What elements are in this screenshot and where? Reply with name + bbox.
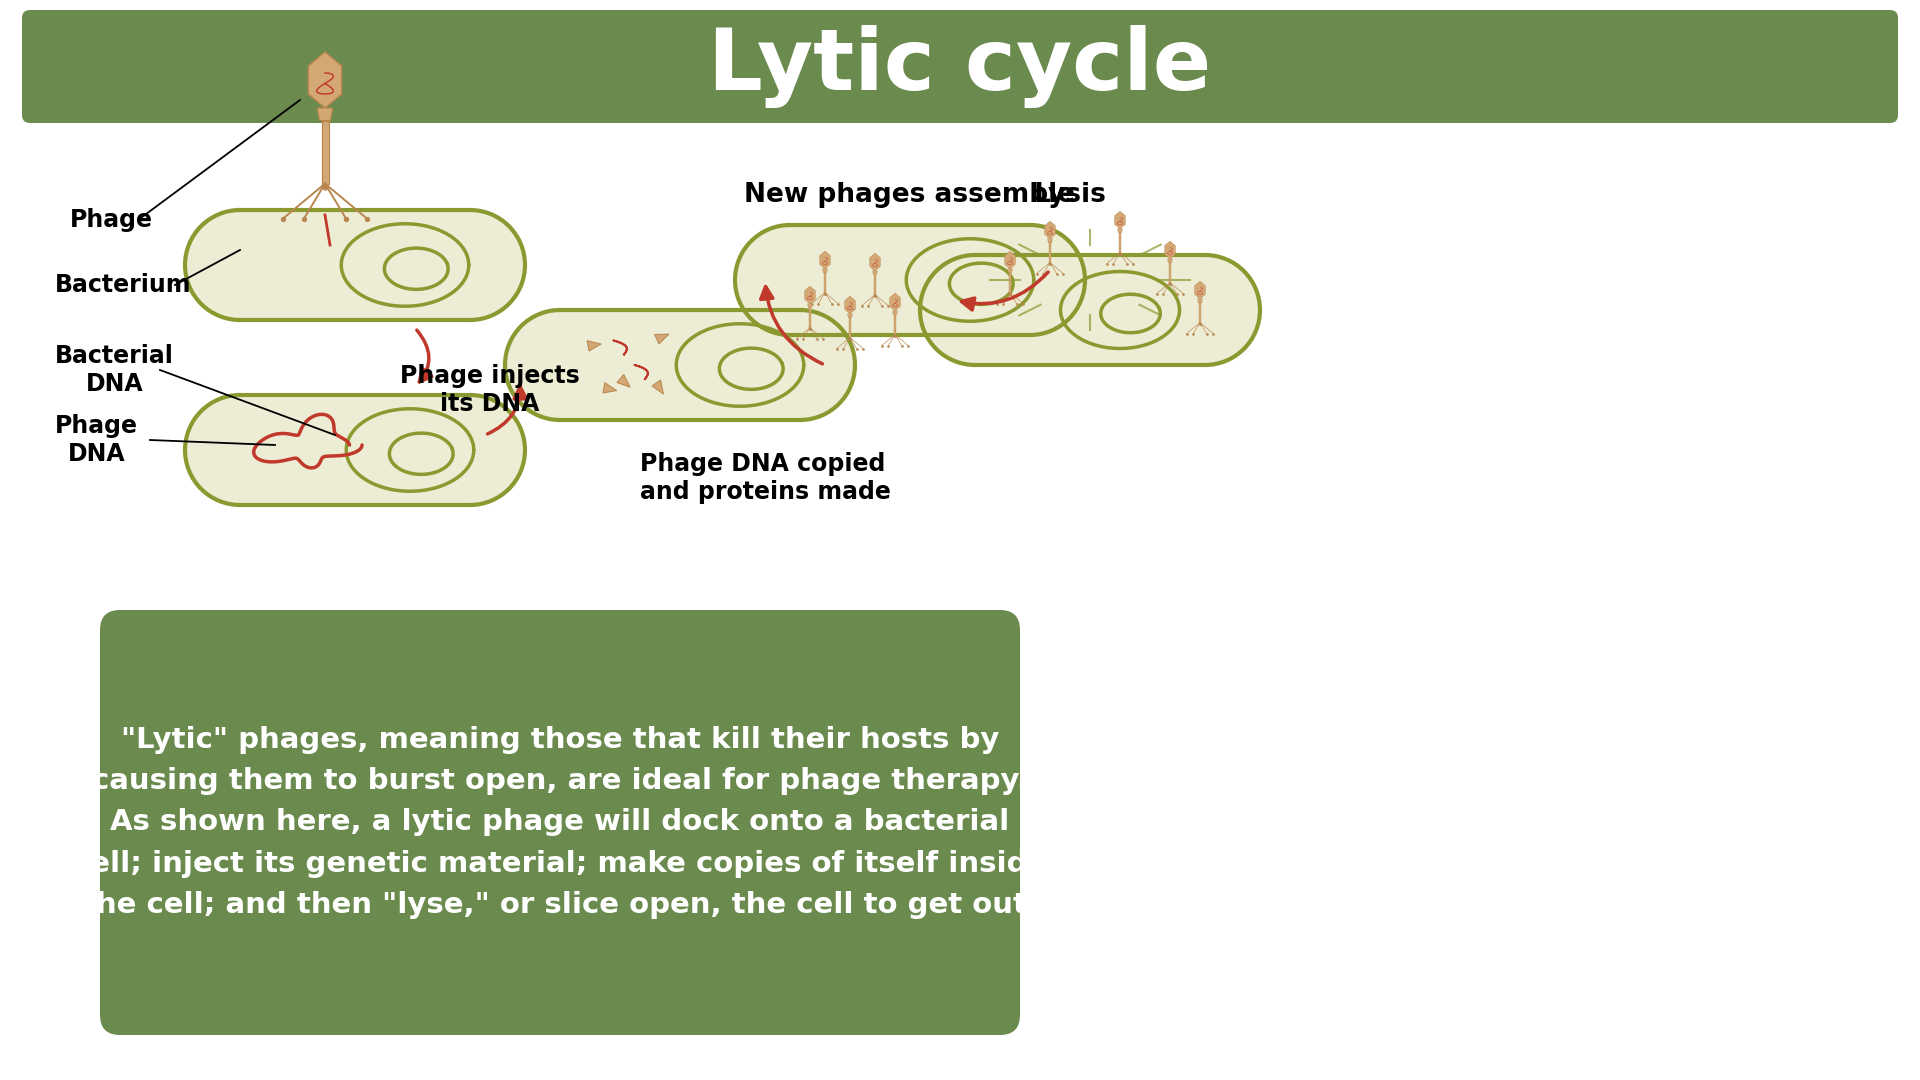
Polygon shape xyxy=(1048,243,1050,262)
Polygon shape xyxy=(588,340,601,351)
Polygon shape xyxy=(1198,302,1202,323)
Text: Bacterium: Bacterium xyxy=(56,273,192,297)
Bar xyxy=(240,395,470,505)
Wedge shape xyxy=(505,310,561,420)
Wedge shape xyxy=(735,225,789,335)
Text: Phage
DNA: Phage DNA xyxy=(56,414,138,465)
Bar xyxy=(789,225,1029,335)
Wedge shape xyxy=(470,210,524,320)
Polygon shape xyxy=(1117,229,1123,233)
Polygon shape xyxy=(847,314,852,318)
Text: Bacterial
DNA: Bacterial DNA xyxy=(56,345,175,396)
Text: Phage DNA copied
and proteins made: Phage DNA copied and proteins made xyxy=(639,453,891,504)
Polygon shape xyxy=(653,380,664,394)
Polygon shape xyxy=(1198,299,1202,302)
Polygon shape xyxy=(870,253,879,271)
Wedge shape xyxy=(920,255,975,365)
Polygon shape xyxy=(1048,239,1052,243)
Polygon shape xyxy=(895,314,897,335)
Polygon shape xyxy=(1165,241,1175,259)
Text: "Lytic" phages, meaning those that kill their hosts by
causing them to burst ope: "Lytic" phages, meaning those that kill … xyxy=(73,726,1046,919)
Wedge shape xyxy=(470,395,524,505)
Polygon shape xyxy=(1169,262,1171,283)
Text: New phages assemble: New phages assemble xyxy=(745,183,1075,208)
Polygon shape xyxy=(317,108,332,121)
Wedge shape xyxy=(184,395,240,505)
FancyBboxPatch shape xyxy=(100,610,1020,1035)
Polygon shape xyxy=(804,286,816,303)
Polygon shape xyxy=(1194,281,1206,299)
Polygon shape xyxy=(321,121,328,184)
Polygon shape xyxy=(309,52,342,108)
Text: Lysis: Lysis xyxy=(1033,183,1106,208)
Bar xyxy=(975,255,1206,365)
Polygon shape xyxy=(822,269,828,273)
Polygon shape xyxy=(1004,252,1016,269)
Polygon shape xyxy=(1167,259,1173,262)
Polygon shape xyxy=(1044,221,1056,239)
Polygon shape xyxy=(655,334,668,345)
Wedge shape xyxy=(184,210,240,320)
Polygon shape xyxy=(616,375,630,388)
Polygon shape xyxy=(1008,273,1012,293)
Polygon shape xyxy=(808,303,812,308)
FancyBboxPatch shape xyxy=(21,10,1899,123)
Polygon shape xyxy=(889,293,900,311)
Wedge shape xyxy=(801,310,854,420)
Polygon shape xyxy=(603,382,616,393)
Wedge shape xyxy=(1029,225,1085,335)
Polygon shape xyxy=(849,318,851,338)
Polygon shape xyxy=(820,252,829,269)
Text: Phage: Phage xyxy=(69,208,154,232)
Bar xyxy=(240,210,470,320)
Polygon shape xyxy=(1008,269,1012,273)
Text: Lytic cycle: Lytic cycle xyxy=(708,25,1212,108)
Polygon shape xyxy=(874,274,876,295)
Polygon shape xyxy=(1119,233,1121,253)
Polygon shape xyxy=(808,308,810,327)
Polygon shape xyxy=(1116,212,1125,229)
Text: Phage injects
its DNA: Phage injects its DNA xyxy=(399,364,580,416)
Bar xyxy=(561,310,801,420)
Polygon shape xyxy=(872,271,877,274)
Polygon shape xyxy=(893,311,897,314)
Polygon shape xyxy=(845,296,854,314)
Wedge shape xyxy=(1206,255,1260,365)
Polygon shape xyxy=(824,273,826,293)
